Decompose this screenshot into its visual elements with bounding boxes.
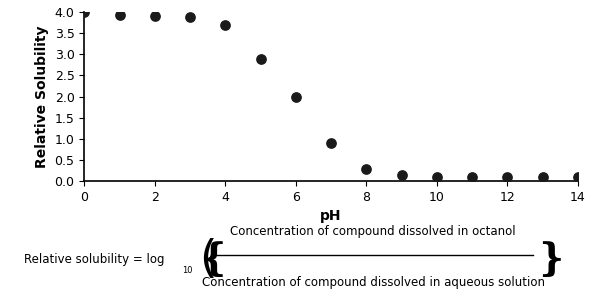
- Point: [397, 172, 406, 177]
- Point: [220, 22, 230, 27]
- Text: 10: 10: [182, 266, 192, 275]
- X-axis label: pH: pH: [320, 210, 342, 223]
- Point: [538, 175, 547, 179]
- Point: [432, 175, 442, 179]
- Text: ❵: ❵: [535, 241, 567, 279]
- Text: Relative solubility = log: Relative solubility = log: [24, 253, 164, 266]
- Point: [150, 14, 160, 19]
- Point: [467, 175, 477, 179]
- Point: [362, 167, 371, 172]
- Text: Concentration of compound dissolved in octanol: Concentration of compound dissolved in o…: [231, 224, 516, 238]
- Point: [79, 10, 89, 14]
- Point: [573, 175, 583, 179]
- Text: (: (: [199, 238, 216, 281]
- Point: [326, 141, 336, 146]
- Point: [291, 94, 300, 99]
- Point: [115, 13, 125, 18]
- Text: ❴: ❴: [197, 241, 230, 279]
- Point: [185, 15, 195, 20]
- Point: [503, 175, 512, 179]
- Text: Concentration of compound dissolved in aqueous solution: Concentration of compound dissolved in a…: [202, 276, 545, 289]
- Point: [256, 56, 265, 61]
- Y-axis label: Relative Solubility: Relative Solubility: [35, 25, 49, 168]
